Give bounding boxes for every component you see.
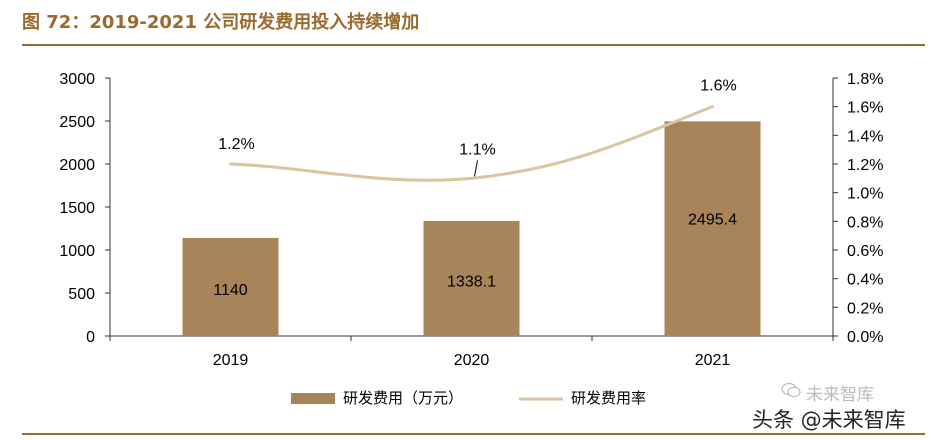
rate-value-label: 1.2% bbox=[218, 136, 254, 153]
rate-value-label: 1.6% bbox=[700, 78, 736, 95]
y-right-tick-label: 0.8% bbox=[847, 214, 883, 231]
bar-2019 bbox=[182, 237, 279, 336]
y-left-tick-label: 2500 bbox=[59, 114, 95, 131]
y-right-tick-label: 0.0% bbox=[847, 329, 883, 346]
y-left-tick-label: 0 bbox=[86, 329, 95, 346]
watermark-faint: 未来智库 bbox=[806, 385, 874, 405]
y-right-tick-label: 1.2% bbox=[847, 157, 883, 174]
y-right-tick-label: 1.4% bbox=[847, 128, 883, 145]
rate-label-leader bbox=[474, 160, 478, 177]
y-left-tick-label: 3000 bbox=[59, 71, 95, 88]
bar-2020 bbox=[423, 220, 520, 336]
rate-point-2020 bbox=[470, 176, 473, 180]
rate-point-2019 bbox=[229, 162, 232, 166]
bar-value-label: 1140 bbox=[213, 282, 248, 299]
x-tick-label: 2020 bbox=[454, 352, 490, 369]
y-right-tick-label: 1.0% bbox=[847, 186, 883, 203]
figure-title: 图 72：2019-2021 公司研发费用投入持续增加 bbox=[22, 12, 420, 33]
y-right-tick-label: 0.4% bbox=[847, 272, 883, 289]
y-right-tick-label: 0.6% bbox=[847, 243, 883, 260]
y-right-tick-label: 1.6% bbox=[847, 100, 883, 117]
bar-value-label: 1338.1 bbox=[447, 273, 496, 290]
bar-2021 bbox=[664, 121, 761, 336]
y-right-tick-label: 1.8% bbox=[847, 71, 883, 88]
rate-point-2021 bbox=[711, 105, 714, 109]
y-left-tick-label: 1000 bbox=[59, 243, 95, 260]
bar-value-label: 2495.4 bbox=[688, 212, 737, 229]
rate-value-label: 1.1% bbox=[459, 141, 495, 158]
legend-label-bar: 研发费用（万元） bbox=[343, 389, 463, 407]
legend-label-line: 研发费用率 bbox=[571, 389, 646, 407]
watermark-text: 头条 @未来智库 bbox=[752, 408, 906, 432]
y-left-tick-label: 1500 bbox=[59, 200, 95, 217]
bottom-divider bbox=[22, 433, 925, 435]
y-left-tick-label: 500 bbox=[68, 286, 95, 303]
title-divider bbox=[22, 44, 925, 46]
y-right-tick-label: 0.2% bbox=[847, 300, 883, 317]
y-left-tick-label: 2000 bbox=[59, 157, 95, 174]
x-tick-label: 2021 bbox=[695, 352, 731, 369]
x-tick-label: 2019 bbox=[213, 352, 249, 369]
legend-swatch-bar bbox=[291, 393, 335, 404]
wechat-icon bbox=[781, 382, 801, 398]
